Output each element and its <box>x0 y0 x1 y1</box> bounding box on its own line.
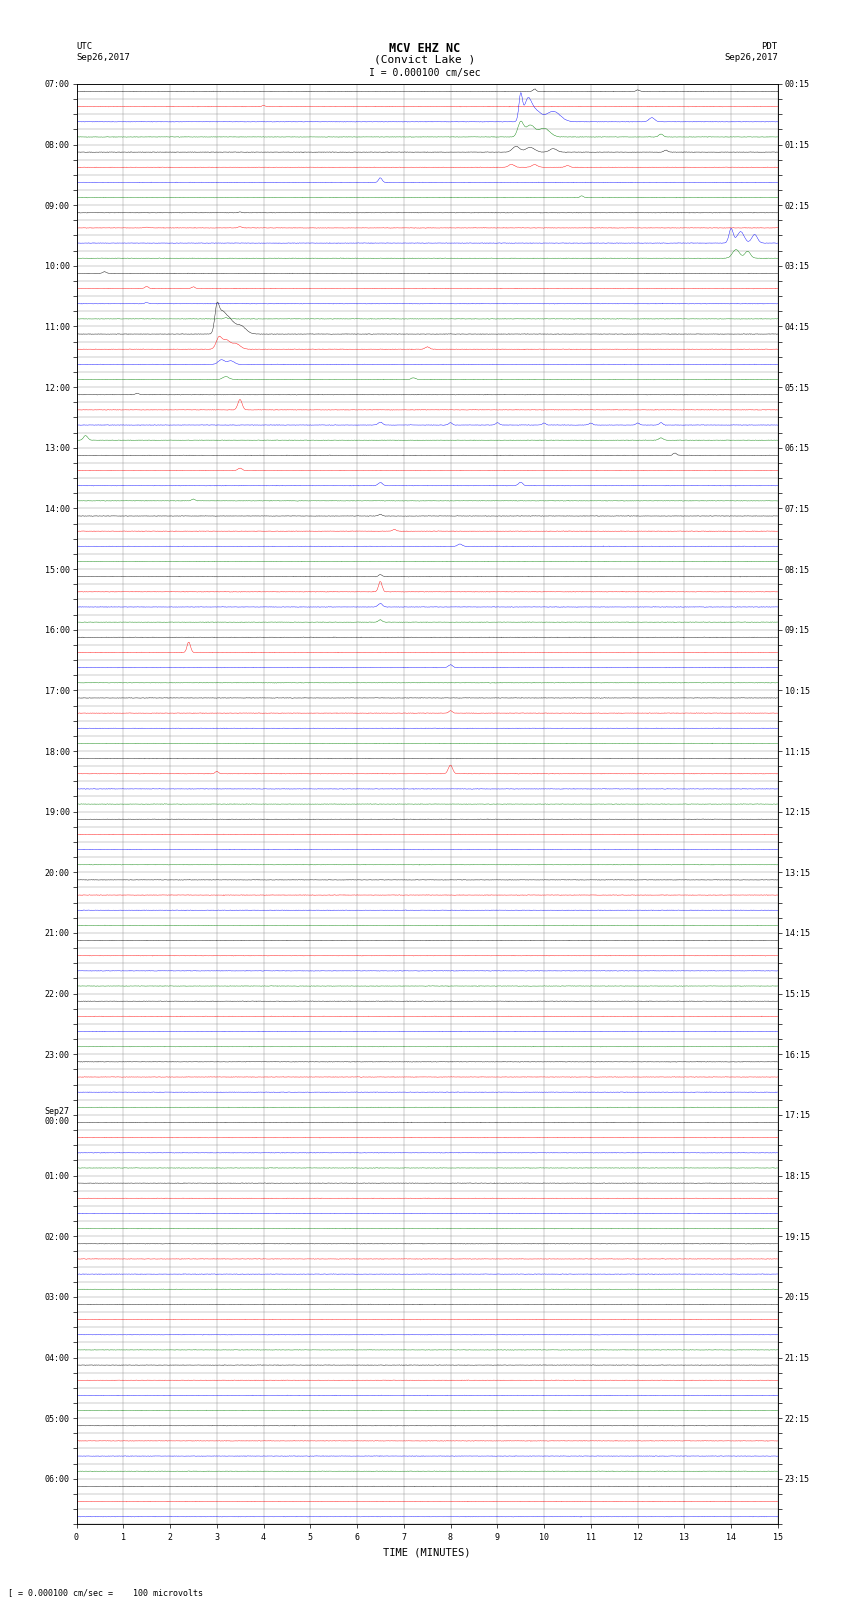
Text: [ = 0.000100 cm/sec =    100 microvolts: [ = 0.000100 cm/sec = 100 microvolts <box>8 1587 203 1597</box>
Text: Sep26,2017: Sep26,2017 <box>76 53 130 63</box>
Text: I = 0.000100 cm/sec: I = 0.000100 cm/sec <box>369 68 481 77</box>
Text: MCV EHZ NC: MCV EHZ NC <box>389 42 461 55</box>
Text: UTC: UTC <box>76 42 93 52</box>
X-axis label: TIME (MINUTES): TIME (MINUTES) <box>383 1548 471 1558</box>
Text: (Convict Lake ): (Convict Lake ) <box>374 55 476 65</box>
Text: Sep26,2017: Sep26,2017 <box>724 53 778 63</box>
Text: PDT: PDT <box>762 42 778 52</box>
